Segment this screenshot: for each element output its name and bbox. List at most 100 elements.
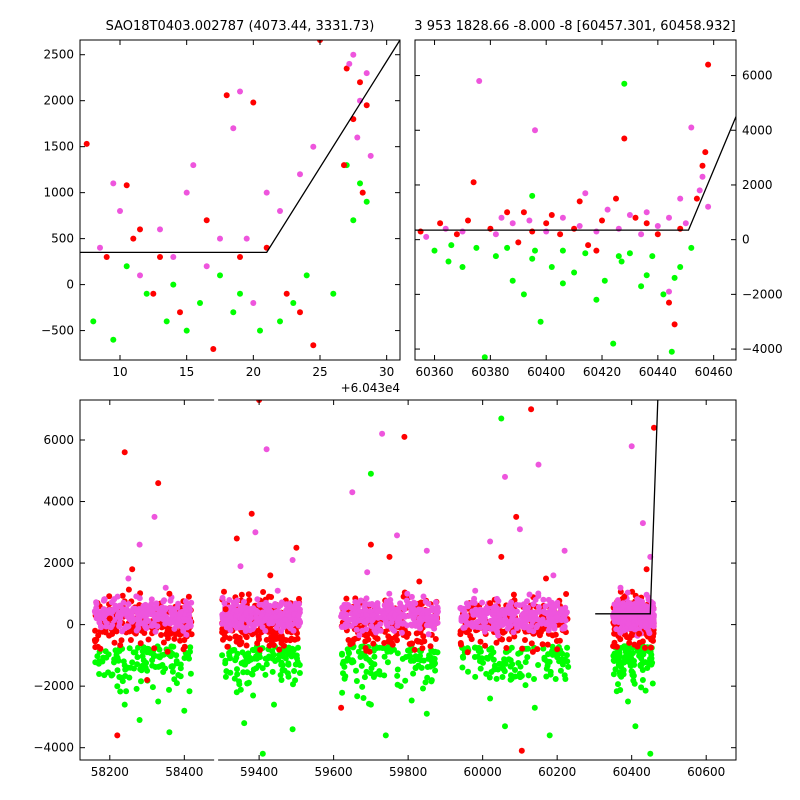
data-point-green bbox=[645, 660, 652, 666]
data-point-green bbox=[492, 253, 499, 260]
data-point-magenta bbox=[116, 609, 122, 616]
y-tick-label: 4000 bbox=[43, 495, 74, 509]
data-point-red bbox=[465, 217, 471, 224]
data-point-magenta bbox=[353, 626, 360, 633]
data-point-magenta bbox=[354, 599, 361, 606]
data-point-green bbox=[547, 671, 554, 678]
data-point-magenta bbox=[442, 225, 449, 232]
data-point-magenta bbox=[136, 541, 143, 548]
data-point-magenta bbox=[243, 609, 250, 616]
data-point-green bbox=[620, 667, 627, 674]
data-point-green bbox=[493, 675, 500, 682]
data-point-green bbox=[532, 247, 538, 254]
data-point-green bbox=[272, 658, 279, 664]
data-point-red bbox=[548, 212, 555, 218]
data-point-magenta bbox=[143, 616, 150, 623]
data-point-red bbox=[246, 597, 253, 603]
data-point-magenta bbox=[628, 443, 635, 450]
data-point-green bbox=[639, 667, 646, 673]
data-point-magenta bbox=[491, 615, 498, 622]
data-point-magenta bbox=[593, 228, 600, 235]
y-tick-label: 4000 bbox=[742, 123, 773, 137]
data-point-magenta bbox=[535, 590, 542, 597]
data-point-red bbox=[119, 592, 126, 599]
data-point-magenta bbox=[561, 547, 568, 554]
data-point-green bbox=[222, 657, 229, 664]
data-point-magenta bbox=[171, 625, 178, 632]
data-point-red bbox=[106, 632, 113, 639]
data-point-magenta bbox=[137, 272, 143, 279]
x-tick-label: 59400 bbox=[240, 765, 278, 779]
data-point-magenta bbox=[432, 599, 439, 606]
data-point-red bbox=[127, 637, 134, 643]
data-point-red bbox=[699, 162, 706, 169]
data-point-red bbox=[487, 225, 494, 232]
data-point-green bbox=[565, 663, 572, 670]
data-point-magenta bbox=[110, 597, 117, 603]
data-point-magenta bbox=[649, 600, 656, 607]
data-point-green bbox=[601, 277, 608, 284]
data-point-green bbox=[524, 654, 531, 661]
data-point-magenta bbox=[666, 288, 672, 295]
data-point-green bbox=[156, 654, 163, 661]
data-point-magenta bbox=[101, 596, 108, 603]
data-point-green bbox=[120, 658, 127, 665]
data-point-green bbox=[515, 650, 522, 657]
data-point-red bbox=[543, 575, 549, 582]
data-point-green bbox=[219, 652, 226, 659]
data-point-green bbox=[144, 667, 151, 674]
data-point-green bbox=[613, 688, 620, 695]
data-point-magenta bbox=[408, 593, 415, 600]
data-point-magenta bbox=[350, 605, 357, 612]
data-point-red bbox=[267, 572, 274, 579]
data-point-magenta bbox=[412, 600, 419, 607]
data-point-magenta bbox=[510, 629, 517, 636]
data-point-magenta bbox=[170, 254, 177, 260]
data-point-green bbox=[422, 679, 429, 686]
data-point-magenta bbox=[183, 189, 190, 196]
data-point-green bbox=[397, 683, 404, 690]
data-point-green bbox=[149, 684, 156, 691]
data-point-magenta bbox=[534, 616, 541, 623]
data-point-green bbox=[545, 651, 552, 658]
data-point-green bbox=[381, 653, 388, 660]
y-tick-label: −2000 bbox=[33, 679, 74, 693]
data-point-red bbox=[639, 638, 646, 645]
data-point-red bbox=[203, 217, 210, 224]
data-point-magenta bbox=[253, 614, 260, 621]
data-point-magenta bbox=[535, 461, 542, 468]
data-point-magenta bbox=[263, 189, 270, 196]
data-point-magenta bbox=[310, 143, 317, 150]
panel-top-right: 3 953 1828.66 -8.000 -8 [60457.301, 6045… bbox=[414, 19, 782, 379]
data-point-green bbox=[134, 654, 141, 661]
data-point-red bbox=[263, 636, 270, 643]
data-point-green bbox=[621, 80, 628, 87]
data-point-green bbox=[525, 672, 532, 679]
bottom-plot-area bbox=[91, 400, 659, 757]
data-point-green bbox=[367, 701, 374, 708]
data-point-red bbox=[411, 646, 418, 653]
data-point-green bbox=[163, 318, 170, 325]
data-point-magenta bbox=[369, 601, 375, 607]
data-point-green bbox=[266, 653, 272, 660]
data-point-magenta bbox=[476, 78, 483, 84]
data-point-red bbox=[357, 79, 363, 86]
data-point-green bbox=[515, 660, 522, 666]
data-point-magenta bbox=[635, 619, 642, 626]
data-point-magenta bbox=[128, 612, 135, 619]
model-line bbox=[595, 400, 659, 615]
data-point-green bbox=[638, 684, 645, 691]
data-point-green bbox=[525, 645, 531, 652]
data-point-green bbox=[501, 656, 508, 663]
data-point-green bbox=[502, 723, 508, 730]
data-point-red bbox=[97, 645, 104, 652]
data-point-magenta bbox=[507, 604, 514, 611]
model-line bbox=[80, 40, 400, 254]
data-point-magenta bbox=[219, 594, 226, 601]
data-point-green bbox=[197, 300, 203, 306]
data-point-magenta bbox=[230, 599, 237, 606]
data-point-green bbox=[483, 670, 490, 677]
data-point-magenta bbox=[433, 618, 439, 625]
data-point-magenta bbox=[125, 601, 132, 607]
data-point-magenta bbox=[431, 625, 438, 632]
